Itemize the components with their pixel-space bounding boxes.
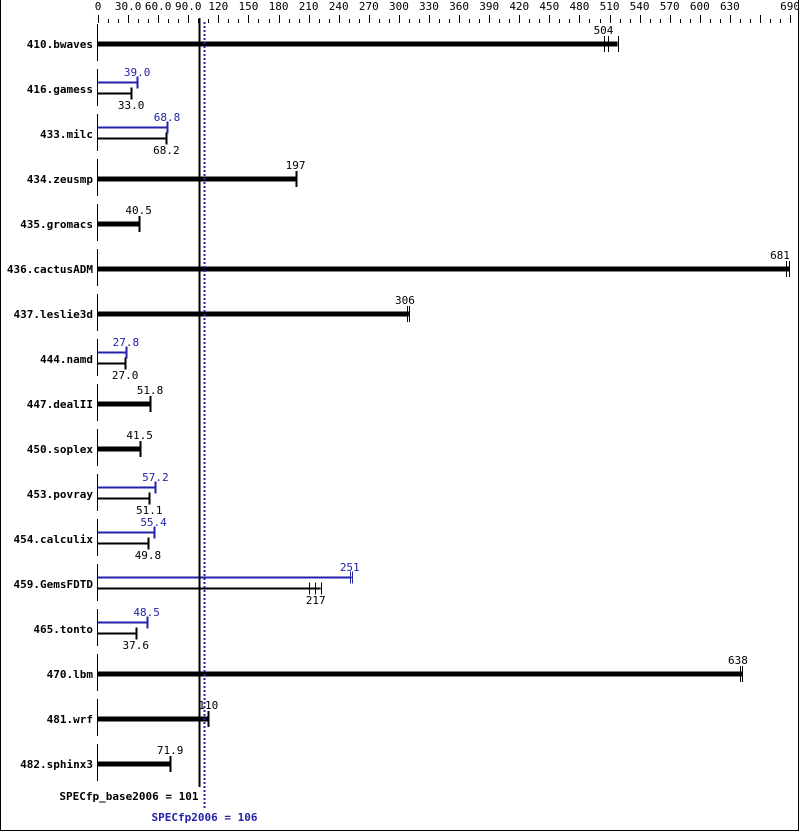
x-tick-label: 360 [449,0,469,13]
peak-value-label: 27.8 [113,336,140,349]
benchmark-row: 450.soplex 41.5 [27,429,153,466]
benchmark-row: 435.gromacs 40.5 [20,204,152,241]
base-value-label: 40.5 [125,204,152,217]
benchmark-row: 437.leslie3d 306 [14,294,415,331]
benchmark-row: 459.GemsFDTD 251 217 [14,561,360,607]
peak-value-label: 39.0 [124,66,151,79]
x-tick-label: 630 [720,0,740,13]
peak-value-label: 57.2 [142,471,169,484]
base-value-label: 217 [306,594,326,607]
benchmark-label: 444.namd [40,353,93,366]
benchmark-label: 481.wrf [47,713,93,726]
benchmark-label: 482.sphinx3 [20,758,93,771]
base-value-label: 27.0 [112,369,139,382]
base-value-label: 68.2 [153,144,180,157]
x-tick-label: 210 [299,0,319,13]
base-value-label: 51.8 [137,384,164,397]
benchmark-label: 459.GemsFDTD [14,578,94,591]
benchmark-label: 435.gromacs [20,218,93,231]
peak-mean-label: SPECfp2006 = 106 [152,811,258,824]
benchmark-label: 437.leslie3d [14,308,93,321]
benchmark-label: 470.lbm [47,668,94,681]
benchmark-row: 410.bwaves 504 [27,24,619,61]
benchmark-label: 450.soplex [27,443,94,456]
x-tick-label: 510 [600,0,620,13]
peak-value-label: 251 [340,561,360,574]
x-axis: 0 30.0 60.0 90.0 120 150 180 210 240 270 300 330 360… [95,0,799,23]
benchmark-label: 410.bwaves [27,38,93,51]
x-tick-label: 270 [359,0,379,13]
benchmark-label: 465.tonto [33,623,93,636]
base-value-label: 49.8 [135,549,162,562]
x-tick-label: 390 [479,0,499,13]
x-tick-label: 540 [630,0,650,13]
base-value-label: 51.1 [136,504,163,517]
benchmark-row: 453.povray 57.2 51.1 [27,471,169,517]
benchmark-label: 436.cactusADM [7,263,93,276]
peak-value-label: 68.8 [154,111,181,124]
base-value-label: 681 [770,249,790,262]
benchmark-row: 465.tonto 48.5 37.6 [33,606,160,652]
base-mean-label: SPECfp_base2006 = 101 [59,790,198,803]
base-value-label: 71.9 [157,744,184,757]
x-tick-label: 30.0 [115,0,142,13]
benchmark-row: 444.namd 27.8 27.0 [40,336,139,382]
x-tick-label: 480 [570,0,590,13]
benchmark-row: 454.calculix 55.4 49.8 [14,516,168,562]
benchmark-label: 447.dealII [27,398,93,411]
base-value-label: 638 [728,654,748,667]
base-value-label: 504 [594,24,614,37]
x-tick-label: 330 [419,0,439,13]
base-value-label: 41.5 [126,429,153,442]
benchmark-row: 470.lbm 638 [47,654,748,691]
x-tick-label: 0 [95,0,102,13]
x-tick-label: 600 [690,0,710,13]
benchmark-label: 433.milc [40,128,93,141]
x-tick-label: 60.0 [145,0,172,13]
x-tick-label: 420 [509,0,529,13]
base-value-label: 306 [395,294,415,307]
x-tick-label: 450 [539,0,559,13]
benchmark-label: 454.calculix [14,533,94,546]
benchmark-row: 447.dealII 51.8 [27,384,163,421]
x-tick-label: 690 [780,0,799,13]
x-tick-label: 90.0 [175,0,202,13]
benchmark-label: 416.gamess [27,83,93,96]
peak-value-label: 55.4 [140,516,167,529]
benchmark-label: 453.povray [27,488,94,501]
benchmark-row: 436.cactusADM 681 [7,249,790,286]
base-value-label: 33.0 [118,99,145,112]
x-tick-label: 150 [239,0,259,13]
benchmark-row: 482.sphinx3 71.9 [20,744,183,781]
x-tick-label: 120 [208,0,228,13]
x-tick-label: 180 [269,0,289,13]
x-tick-label: 570 [660,0,680,13]
benchmark-rows: 410.bwaves 504 416.gamess 39.0 33.0 433.milc 6… [7,24,790,781]
x-tick-label: 300 [389,0,409,13]
benchmark-label: 434.zeusmp [27,173,94,186]
peak-value-label: 48.5 [133,606,160,619]
benchmark-row: 416.gamess 39.0 33.0 [27,66,151,112]
benchmark-row: 433.milc 68.8 68.2 [40,111,180,157]
x-tick-label: 240 [329,0,349,13]
benchmark-row: 481.wrf 110 [47,699,218,736]
benchmark-row: 434.zeusmp 197 [27,159,306,196]
base-value-label: 110 [198,699,218,712]
summary-lines: SPECfp_base2006 = 101 SPECfp2006 = 106 [59,18,258,824]
base-value-label: 37.6 [122,639,149,652]
base-value-label: 197 [286,159,306,172]
